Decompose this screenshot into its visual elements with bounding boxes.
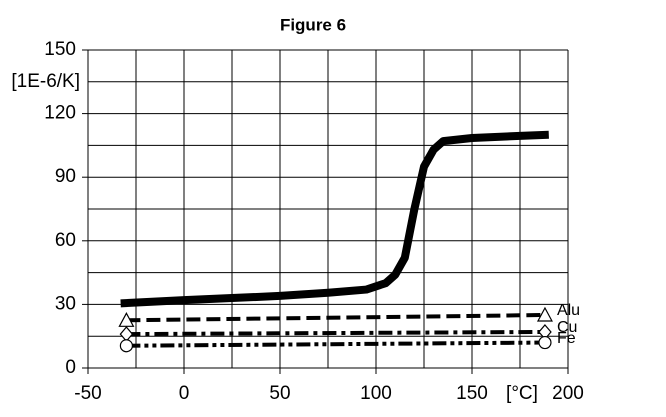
y-tick-label: 30 [55,293,76,314]
chart-title: Figure 6 [280,15,346,34]
marker [119,339,134,353]
marker [538,335,552,350]
series-label: Alu [557,302,580,319]
series-line [126,313,545,323]
series-line [120,130,549,308]
y-tick-label: 0 [65,357,76,378]
y-tick-label: 120 [44,103,76,124]
x-axis-label: [°C] [506,383,538,404]
series-line [126,329,545,337]
series-label: Cu [557,319,577,336]
x-tick-label: 150 [456,383,488,404]
y-tick-label: 60 [55,230,76,251]
x-tick-label: -50 [74,383,101,404]
y-tick-label: 150 [44,39,76,60]
y-tick-label: 90 [55,166,76,187]
x-tick-label: 50 [269,383,290,404]
y-axis-label: [1E-6/K] [11,71,80,92]
x-tick-label: 100 [360,383,392,404]
x-tick-label: 0 [179,383,190,404]
x-tick-label: 200 [552,383,584,404]
series-line [126,340,545,348]
marker [119,326,134,343]
series-label: Fe [557,330,576,347]
marker [536,306,553,322]
